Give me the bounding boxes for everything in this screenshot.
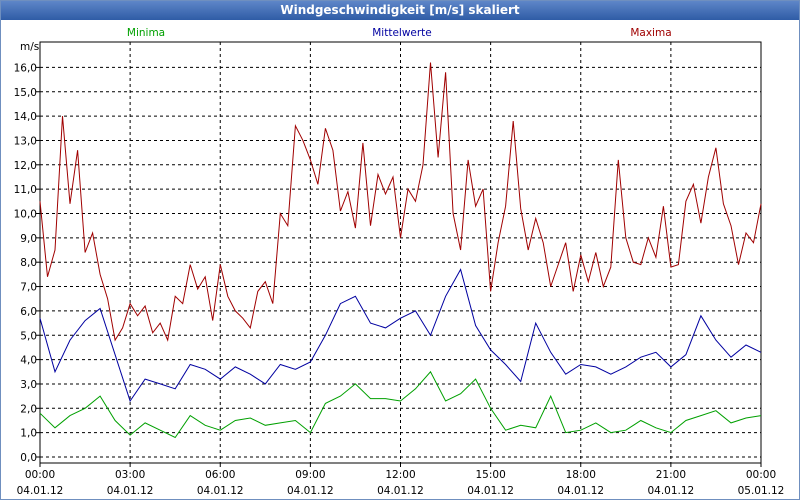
y-tick-label: 3,0: [20, 379, 37, 391]
y-tick-label: 9,0: [20, 233, 37, 245]
x-tick-date: 04.01.12: [107, 485, 154, 497]
y-tick-label: 8,0: [20, 257, 37, 269]
y-tick-labels: 0,0 1,0 2,0 3,0 4,0 5,0 6,0 7,0 8,0 9,0 10,0 11,0 12…: [14, 62, 37, 464]
y-tick-label: 11,0: [14, 184, 37, 196]
x-tick-date: 04.01.12: [647, 485, 694, 497]
x-tick-time: 18:00: [566, 469, 596, 481]
y-tick-label: 5,0: [20, 330, 37, 342]
y-tick-label: 15,0: [14, 87, 37, 99]
x-tick-date: 04.01.12: [467, 485, 514, 497]
y-tick-label: 4,0: [20, 355, 37, 367]
plot-area: [39, 41, 762, 464]
x-tick-date: 04.01.12: [197, 485, 244, 497]
y-tick-label: 16,0: [14, 62, 37, 74]
series-line-maxima: [39, 62, 762, 342]
y-tick-label: 12,0: [14, 160, 37, 172]
chart-title: Windgeschwindigkeit [m/s] skaliert: [1, 1, 799, 20]
legend-minima: Minima: [127, 27, 165, 39]
y-tick-label: 6,0: [20, 306, 37, 318]
y-tick-label: 14,0: [14, 111, 37, 123]
x-tick-date: 04.01.12: [287, 485, 334, 497]
x-tick-date: 04.01.12: [377, 485, 424, 497]
y-tick-label: 7,0: [20, 282, 37, 294]
y-tick-label: 10,0: [14, 209, 37, 221]
x-tick-time: 00:00: [25, 469, 55, 481]
x-tick-labels: 00:00 04.01.12 03:00 04.01.12 06:00 04.01.12 0…: [17, 469, 785, 497]
x-tick-time: 21:00: [656, 469, 686, 481]
grid: [36, 42, 762, 467]
x-tick-time: 15:00: [475, 469, 505, 481]
y-tick-label: 13,0: [14, 135, 37, 147]
x-tick-time: 00:00: [746, 469, 776, 481]
y-tick-label: 2,0: [20, 403, 37, 415]
y-axis-label: m/s: [20, 41, 39, 53]
x-tick-date: 04.01.12: [557, 485, 604, 497]
legend: Minima Mittelwerte Maxima: [127, 27, 672, 39]
x-tick-time: 03:00: [115, 469, 145, 481]
series-lines: [39, 62, 762, 439]
x-tick-time: 12:00: [385, 469, 415, 481]
series-line-mittelwerte: [39, 268, 762, 403]
y-tick-label: 1,0: [20, 428, 37, 440]
x-tick-date: 04.01.12: [17, 485, 64, 497]
x-tick-time: 09:00: [295, 469, 325, 481]
legend-maxima: Maxima: [630, 27, 671, 39]
legend-mittelwerte: Mittelwerte: [372, 27, 432, 39]
x-tick-time: 06:00: [205, 469, 235, 481]
y-tick-label: 0,0: [20, 452, 37, 464]
x-tick-date: 05.01.12: [738, 485, 785, 497]
series-line-minima: [39, 370, 762, 439]
